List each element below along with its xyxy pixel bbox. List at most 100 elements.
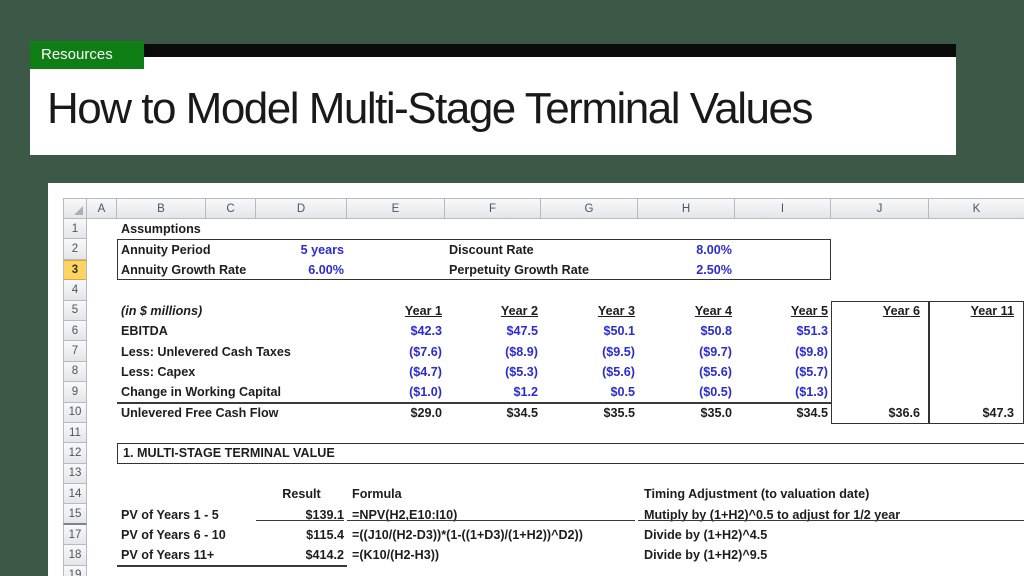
resources-badge-label: Resources	[41, 46, 113, 63]
cell-formula-header[interactable]: Formula	[352, 487, 402, 502]
cell-year3-header[interactable]: Year 3	[597, 303, 635, 318]
cell-taxes-y3[interactable]: ($9.5)	[602, 344, 635, 359]
cell-ebitda-y3[interactable]: $50.1	[603, 324, 635, 339]
cell-perpetuity-growth-value[interactable]: 2.50%	[696, 262, 732, 277]
column-header-a[interactable]: A	[87, 198, 117, 219]
cell-ufcf-y6[interactable]: $36.6	[888, 405, 920, 420]
cell-capex-y4[interactable]: ($5.6)	[699, 364, 732, 379]
resources-badge: Resources	[30, 41, 144, 69]
cell-pv11-formula[interactable]: =(K10/(H2-H3))	[352, 548, 440, 563]
row-header-6[interactable]: 6	[63, 320, 87, 342]
cell-pv11-timing[interactable]: Divide by (1+H2)^9.5	[644, 548, 768, 563]
cell-pv6-10-label[interactable]: PV of Years 6 - 10	[121, 528, 226, 543]
column-header-i[interactable]: I	[735, 198, 831, 219]
column-header-k[interactable]: K	[929, 198, 1024, 219]
column-header-b[interactable]: B	[117, 198, 206, 219]
row-header-18[interactable]: 18	[63, 545, 87, 566]
cell-ufcf-y11[interactable]: $47.3	[982, 405, 1014, 420]
cell-year4-header[interactable]: Year 4	[694, 303, 732, 318]
result-header-underline	[256, 519, 344, 522]
cell-pv6-10-formula[interactable]: =((J10/(H2-D3))*(1-((1+D3)/(1+H2))^D2))	[352, 528, 583, 543]
cell-discount-rate-value[interactable]: 8.00%	[696, 242, 732, 257]
cell-pv6-10-result[interactable]: $115.4	[306, 528, 344, 543]
row-header-15-hidden-row-marker[interactable]: 15	[63, 504, 87, 525]
cell-year5-header[interactable]: Year 5	[790, 303, 828, 318]
cell-ufcf-y5[interactable]: $34.5	[796, 405, 828, 420]
cell-result-header[interactable]: Result	[282, 487, 321, 502]
formula-header-underline	[347, 519, 635, 522]
cell-pv11-label[interactable]: PV of Years 11+	[121, 548, 215, 563]
cell-taxes-label[interactable]: Less: Unlevered Cash Taxes	[121, 344, 291, 359]
column-header-e[interactable]: E	[347, 198, 445, 219]
cell-annuity-period-value[interactable]: 5 years	[300, 242, 344, 257]
cell-ebitda-y4[interactable]: $50.8	[700, 324, 732, 339]
cell-timing-header[interactable]: Timing Adjustment (to valuation date)	[644, 487, 870, 502]
cell-taxes-y5[interactable]: ($9.8)	[795, 344, 828, 359]
cell-pv1-5-formula[interactable]: =NPV(H2,E10:I10)	[352, 507, 458, 522]
cell-nwc-label[interactable]: Change in Working Capital	[121, 385, 281, 400]
cell-ufcf-y2[interactable]: $34.5	[506, 405, 538, 420]
cell-pv1-5-timing[interactable]: Mutiply by (1+H2)^0.5 to adjust for 1/2 …	[644, 507, 901, 522]
cell-capex-y3[interactable]: ($5.6)	[602, 364, 635, 379]
cell-taxes-y4[interactable]: ($9.7)	[699, 344, 732, 359]
row-header-12[interactable]: 12	[63, 443, 87, 464]
cell-ebitda-y1[interactable]: $42.3	[410, 324, 442, 339]
cell-pv11-result[interactable]: $414.2	[305, 548, 344, 563]
cell-year6-header[interactable]: Year 6	[882, 303, 920, 318]
row-header-17[interactable]: 17	[63, 524, 87, 546]
row-header-4[interactable]: 4	[63, 280, 87, 301]
row-header-7[interactable]: 7	[63, 341, 87, 362]
row-header-8[interactable]: 8	[63, 361, 87, 383]
cell-capex-y1[interactable]: ($4.7)	[409, 364, 442, 379]
cell-taxes-y2[interactable]: ($8.9)	[505, 344, 538, 359]
cell-nwc-y4[interactable]: ($0.5)	[699, 385, 732, 400]
cell-nwc-y2[interactable]: $1.2	[513, 385, 538, 400]
row-header-1[interactable]: 1	[63, 219, 87, 240]
cell-nwc-y5[interactable]: ($1.3)	[795, 385, 828, 400]
cell-year11-header[interactable]: Year 11	[970, 303, 1014, 318]
row-header-3-highlighted[interactable]: 3	[63, 259, 87, 281]
row-header-11[interactable]: 11	[63, 422, 87, 444]
row-header-5[interactable]: 5	[63, 300, 87, 321]
column-header-j[interactable]: J	[831, 198, 929, 219]
select-all-corner[interactable]	[63, 198, 87, 219]
cell-section-heading[interactable]: 1. MULTI-STAGE TERMINAL VALUE	[123, 446, 335, 461]
cell-ufcf-y3[interactable]: $35.5	[603, 405, 635, 420]
row-header-14[interactable]: 14	[63, 484, 87, 505]
cell-discount-rate-label[interactable]: Discount Rate	[449, 242, 534, 257]
cell-capex-y5[interactable]: ($5.7)	[795, 364, 828, 379]
cell-ebitda-y5[interactable]: $51.3	[796, 324, 828, 339]
cell-assumptions-heading[interactable]: Assumptions	[121, 222, 201, 237]
row-header-19[interactable]: 19	[63, 565, 87, 576]
column-header-h[interactable]: H	[638, 198, 735, 219]
row-header-9[interactable]: 9	[63, 382, 87, 403]
cell-year2-header[interactable]: Year 2	[500, 303, 538, 318]
column-header-c[interactable]: C	[206, 198, 256, 219]
cell-perpetuity-growth-label[interactable]: Perpetuity Growth Rate	[449, 262, 589, 277]
cell-pv1-5-label[interactable]: PV of Years 1 - 5	[121, 507, 219, 522]
cell-nwc-y1[interactable]: ($1.0)	[409, 385, 442, 400]
cell-pv6-10-timing[interactable]: Divide by (1+H2)^4.5	[644, 528, 768, 543]
cell-annuity-period-label[interactable]: Annuity Period	[121, 242, 211, 257]
cell-taxes-y1[interactable]: ($7.6)	[409, 344, 442, 359]
cell-year1-header[interactable]: Year 1	[404, 303, 442, 318]
row-header-2[interactable]: 2	[63, 239, 87, 260]
column-header-d[interactable]: D	[256, 198, 347, 219]
cell-nwc-y3[interactable]: $0.5	[610, 385, 635, 400]
cell-capex-y2[interactable]: ($5.3)	[505, 364, 538, 379]
row-header-13[interactable]: 13	[63, 463, 87, 485]
cell-ufcf-y4[interactable]: $35.0	[700, 405, 732, 420]
cell-capex-label[interactable]: Less: Capex	[121, 364, 196, 379]
column-header-f[interactable]: F	[445, 198, 541, 219]
cell-pv1-5-result[interactable]: $139.1	[305, 507, 344, 522]
cell-ebitda-y2[interactable]: $47.5	[506, 324, 538, 339]
cell-ufcf-label[interactable]: Unlevered Free Cash Flow	[121, 405, 279, 420]
column-header-g[interactable]: G	[541, 198, 638, 219]
year11-column-box-border	[929, 300, 1024, 424]
cell-ebitda-label[interactable]: EBITDA	[121, 324, 168, 339]
row-header-10[interactable]: 10	[63, 402, 87, 423]
cell-units-note[interactable]: (in $ millions)	[121, 303, 203, 318]
cell-annuity-growth-label[interactable]: Annuity Growth Rate	[121, 262, 247, 277]
cell-annuity-growth-value[interactable]: 6.00%	[308, 262, 344, 277]
cell-ufcf-y1[interactable]: $29.0	[410, 405, 442, 420]
